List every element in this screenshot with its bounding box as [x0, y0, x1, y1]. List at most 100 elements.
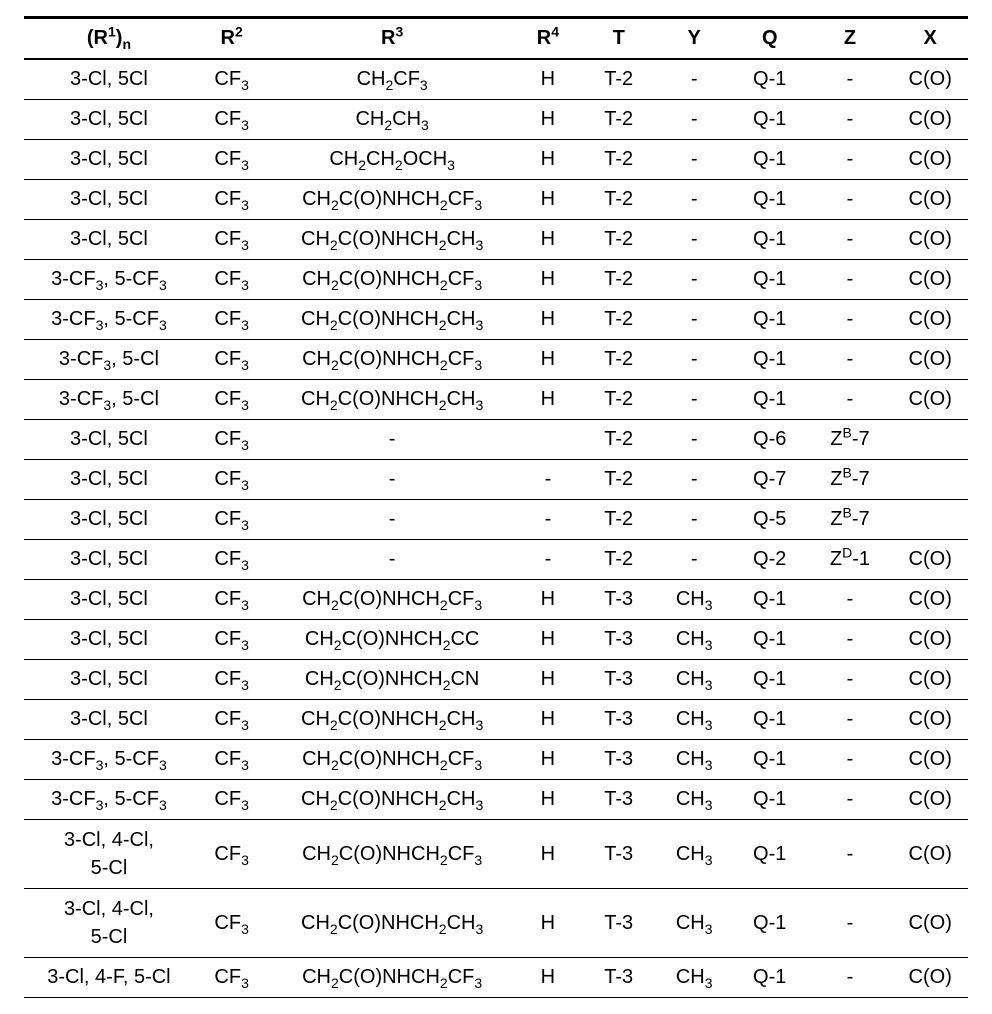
table-cell: CH2C(O)NHCH2CF3 — [269, 958, 514, 998]
table-cell: C(O) — [892, 140, 968, 180]
table-cell: CH2CH2OCH3 — [269, 140, 514, 180]
table-cell: CH2C(O)NHCH2CN — [269, 660, 514, 700]
table-cell: - — [269, 500, 514, 540]
table-cell: CF3 — [194, 700, 270, 740]
table-cell: - — [807, 660, 892, 700]
table-cell: 3-Cl, 5Cl — [24, 460, 194, 500]
col-header-t: T — [581, 18, 657, 60]
table-cell: CH3 — [656, 740, 732, 780]
table-cell: - — [656, 380, 732, 420]
table-cell: C(O) — [892, 340, 968, 380]
table-cell: - — [807, 700, 892, 740]
col-header-x: X — [892, 18, 968, 60]
table-cell: H — [515, 140, 581, 180]
table-cell: - — [656, 100, 732, 140]
table-cell: C(O) — [892, 580, 968, 620]
table-cell: - — [515, 460, 581, 500]
table-cell: - — [515, 500, 581, 540]
table-cell: CH3 — [656, 580, 732, 620]
table-cell: Q-1 — [732, 780, 808, 820]
table-cell: CF3 — [194, 300, 270, 340]
table-cell: ZB-7 — [807, 420, 892, 460]
table-cell: ZD-1 — [807, 540, 892, 580]
table-cell: Q-1 — [732, 380, 808, 420]
table-cell: 3-Cl, 5Cl — [24, 580, 194, 620]
table-cell: CF3 — [194, 260, 270, 300]
table-cell: 3-Cl, 5Cl — [24, 620, 194, 660]
table-row: 3-Cl, 5ClCF3CH2CF3HT-2-Q-1-C(O) — [24, 59, 968, 100]
table-cell: H — [515, 180, 581, 220]
table-cell: Q-6 — [732, 420, 808, 460]
table-cell: CF3 — [194, 889, 270, 958]
table-cell: Q-1 — [732, 740, 808, 780]
table-cell: - — [807, 780, 892, 820]
col-header-r1: (R1)n — [24, 18, 194, 60]
table-cell: CH2C(O)NHCH2CC — [269, 620, 514, 660]
table-row: 3-Cl, 5ClCF3CH2C(O)NHCH2CF3HT-2-Q-1-C(O) — [24, 180, 968, 220]
table-row: 3-Cl, 4-F, 5-ClCF3CH2C(O)NHCH2CF3HT-3CH3… — [24, 958, 968, 998]
table-cell: H — [515, 340, 581, 380]
table-cell: 3-CF3, 5-CF3 — [24, 740, 194, 780]
table-cell: Q-1 — [732, 958, 808, 998]
table-row: 3-CF3, 5-ClCF3CH2C(O)NHCH2CH3HT-2-Q-1-C(… — [24, 380, 968, 420]
table-cell: C(O) — [892, 260, 968, 300]
table-row: 3-Cl, 5ClCF3CH2CH3HT-2-Q-1-C(O) — [24, 100, 968, 140]
table-cell: H — [515, 580, 581, 620]
table-cell: - — [807, 380, 892, 420]
table-row: 3-Cl, 5ClCF3CH2C(O)NHCH2CH3HT-3CH3Q-1-C(… — [24, 700, 968, 740]
table-cell: H — [515, 958, 581, 998]
col-header-r2: R2 — [194, 18, 270, 60]
table-cell: C(O) — [892, 958, 968, 998]
table-row: 3-Cl, 5ClCF3--T-2-Q-7ZB-7 — [24, 460, 968, 500]
table-cell: CH3 — [656, 660, 732, 700]
table-cell: C(O) — [892, 740, 968, 780]
table-cell: Q-1 — [732, 220, 808, 260]
table-cell: - — [807, 140, 892, 180]
table-cell: CH2CH3 — [269, 100, 514, 140]
table-cell: T-2 — [581, 220, 657, 260]
table-cell: CH2C(O)NHCH2CF3 — [269, 260, 514, 300]
table-cell: H — [515, 620, 581, 660]
table-cell: CH2C(O)NHCH2CF3 — [269, 180, 514, 220]
table-cell: C(O) — [892, 889, 968, 958]
table-cell — [515, 420, 581, 460]
table-cell: T-2 — [581, 420, 657, 460]
table-cell: CF3 — [194, 380, 270, 420]
table-cell: Q-5 — [732, 500, 808, 540]
table-cell: - — [656, 460, 732, 500]
table-row: 3-Cl, 4-Cl,5-ClCF3CH2C(O)NHCH2CH3HT-3CH3… — [24, 889, 968, 958]
table-cell: CH2C(O)NHCH2CF3 — [269, 580, 514, 620]
table-cell: 3-CF3, 5-Cl — [24, 380, 194, 420]
table-cell: 3-CF3, 5-CF3 — [24, 780, 194, 820]
table-cell: 3-Cl, 5Cl — [24, 540, 194, 580]
table-cell: H — [515, 740, 581, 780]
table-cell: C(O) — [892, 780, 968, 820]
table-cell: C(O) — [892, 220, 968, 260]
table-cell: C(O) — [892, 59, 968, 100]
table-row: 3-Cl, 5ClCF3-T-2-Q-6ZB-7 — [24, 420, 968, 460]
table-row: 3-CF3, 5-CF3CF3CH2C(O)NHCH2CF3HT-2-Q-1-C… — [24, 260, 968, 300]
table-cell — [892, 460, 968, 500]
table-cell: CF3 — [194, 420, 270, 460]
table-cell: C(O) — [892, 180, 968, 220]
table-cell: - — [656, 540, 732, 580]
table-cell: T-3 — [581, 780, 657, 820]
table-cell: CH2CF3 — [269, 59, 514, 100]
table-cell: H — [515, 780, 581, 820]
table-cell: 3-Cl, 5Cl — [24, 180, 194, 220]
table-cell: - — [656, 420, 732, 460]
table-cell: - — [807, 340, 892, 380]
table-cell: T-2 — [581, 59, 657, 100]
col-header-q: Q — [732, 18, 808, 60]
table-cell: ZB-7 — [807, 460, 892, 500]
table-cell: 3-Cl, 5Cl — [24, 660, 194, 700]
table-cell: - — [269, 420, 514, 460]
table-cell: T-2 — [581, 500, 657, 540]
table-cell: Q-1 — [732, 260, 808, 300]
table-cell: Q-1 — [732, 820, 808, 889]
table-cell: C(O) — [892, 540, 968, 580]
table-cell: T-2 — [581, 100, 657, 140]
table-cell: 3-Cl, 4-Cl,5-Cl — [24, 889, 194, 958]
table-cell: T-2 — [581, 180, 657, 220]
table-cell: 3-Cl, 5Cl — [24, 220, 194, 260]
